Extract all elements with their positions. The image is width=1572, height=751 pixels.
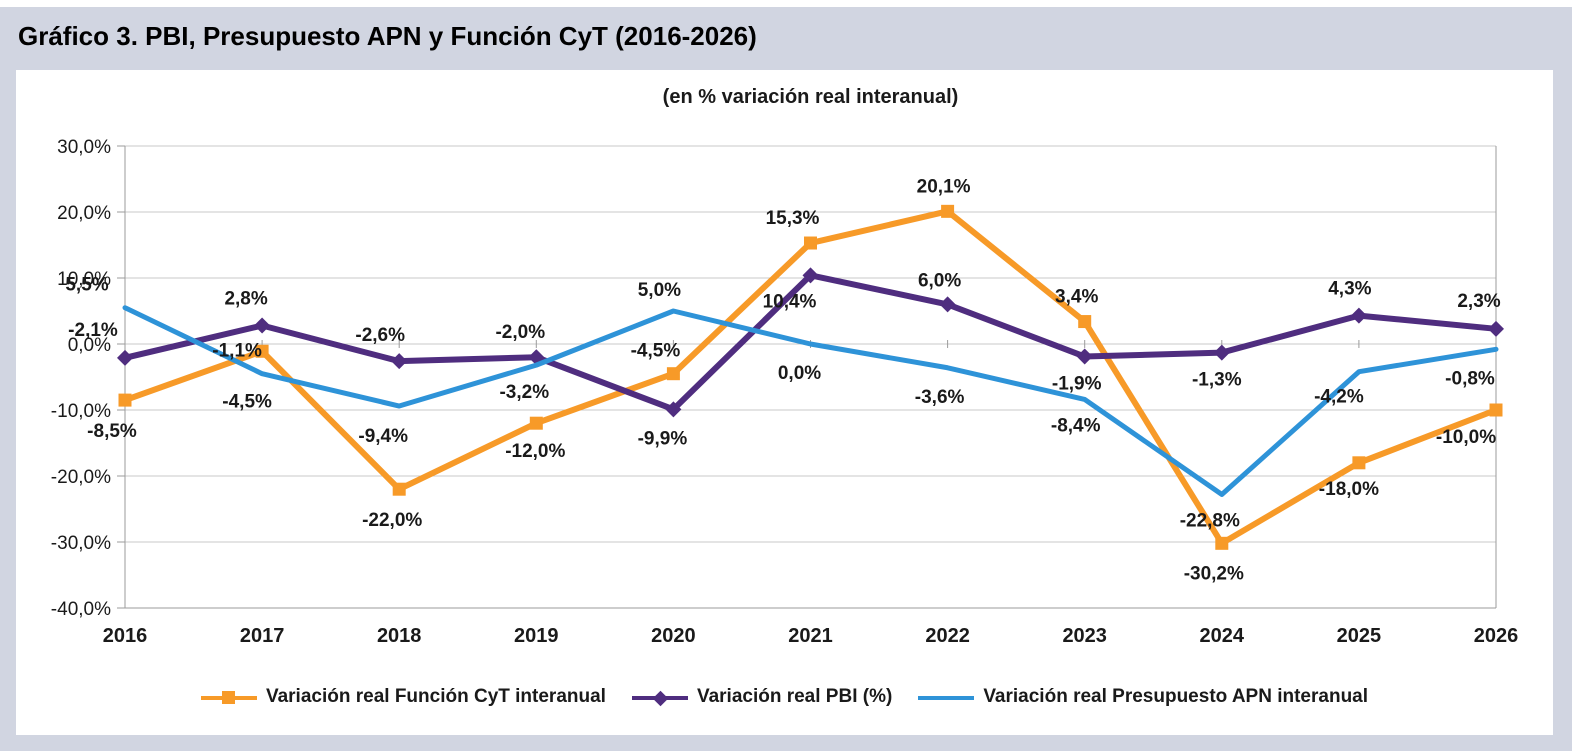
x-axis-tick-label: 2021 [788,625,833,647]
y-axis-tick-label: -40,0% [51,599,111,620]
data-point-marker [529,416,543,430]
data-label: -9,4% [358,426,408,447]
data-label: 3,4% [1055,287,1098,308]
data-point-marker [665,401,682,418]
legend-item-2: Variación real Presupuesto APN interanua… [918,686,1368,708]
data-point-marker [1078,315,1092,329]
data-point-marker [1489,403,1503,417]
data-label: -3,2% [499,382,549,403]
x-axis-tick-label: 2018 [377,625,422,647]
x-axis-tick-label: 2022 [925,625,970,647]
data-label: 2,8% [224,289,267,310]
legend-label: Variación real Función CyT interanual [265,686,606,707]
chart-subtitle: (en % variación real interanual) [662,86,959,108]
data-label: 2,3% [1457,291,1500,312]
data-label: -8,4% [1051,415,1101,436]
data-label: -2,0% [495,322,545,343]
data-point-marker [118,393,132,407]
legend-marker-shape [652,690,669,706]
legend-label: Variación real PBI (%) [696,686,893,707]
data-label: -9,9% [638,428,688,449]
data-label: -2,1% [68,320,118,341]
data-point-marker [391,353,408,370]
data-point-marker [255,344,269,358]
y-axis-tick-label: 20,0% [57,203,111,224]
chart-panel: (en % variación real interanual) 30,0% 20… [16,70,1553,735]
data-label: -1,1% [212,340,262,361]
data-point-marker [1352,456,1366,470]
data-point-marker [1213,344,1230,361]
data-label: -1,3% [1192,370,1242,391]
legend-item-0: Variación real Función CyT interanual [200,686,606,708]
legend-label: Variación real Presupuesto APN interanua… [983,686,1369,707]
data-label: 5,0% [638,280,681,301]
legend-marker-shape [221,690,235,704]
data-label: -30,2% [1184,563,1244,584]
data-point-marker [1076,348,1093,365]
data-label: -8,5% [87,421,137,442]
data-point-marker [254,317,271,334]
data-point-marker [804,236,817,250]
series-line-2 [122,305,1499,497]
x-axis-tick-label: 2019 [514,625,559,647]
chart-legend: Variación real Función CyT interanual Var… [16,686,1553,708]
data-label: -4,2% [1314,387,1364,408]
data-label: -4,5% [631,341,681,362]
y-axis-tick-label: -20,0% [51,467,111,488]
data-label: 15,3% [766,208,820,229]
data-label: -12,0% [505,441,565,462]
data-point-marker [666,367,680,381]
y-axis-tick-label: 10,0% [57,269,111,290]
data-point-marker [802,267,819,284]
data-label: 6,0% [918,270,961,291]
legend-line [918,695,975,700]
y-axis-tick-label: -10,0% [51,401,111,422]
data-label: -4,5% [222,392,272,413]
data-point-marker [117,349,133,366]
chart-title: Gráfico 3. PBI, Presupuesto APN y Funció… [18,21,757,51]
data-point-marker [939,296,956,313]
legend-marker-diamond-icon [631,690,688,706]
data-label: -2,6% [355,325,405,346]
data-point-marker [1350,307,1367,324]
x-axis-tick-label: 2026 [1474,625,1519,647]
data-label: -10,0% [1436,427,1496,448]
x-axis-tick-label: 2017 [240,625,285,647]
data-label: 10,4% [763,291,817,312]
x-axis-tick-label: 2020 [651,625,696,647]
legend-item-1: Variación real PBI (%) [631,686,893,708]
y-axis-tick-label: 30,0% [57,137,111,158]
x-axis-tick-label: 2024 [1200,625,1245,647]
data-label: 20,1% [917,176,971,197]
data-point-marker [941,204,955,218]
data-label: 0,0% [778,363,821,384]
legend-marker-none-icon [918,690,975,705]
data-point-marker [392,482,406,496]
x-axis-tick-label: 2025 [1337,625,1382,647]
x-axis-tick-label: 2016 [103,625,148,647]
data-label: -22,8% [1180,510,1240,531]
data-label: 5,5% [65,275,108,296]
data-label: -0,8% [1445,368,1495,389]
y-axis-tick-label: 0,0% [68,335,111,356]
chart-canvas: 30,0% 20,0% 10,0% 0,0% -10,0% -20,0% -30,0% -40… [51,137,1519,647]
data-label: 4,3% [1328,279,1371,300]
legend-marker-square-icon [200,690,257,705]
data-point-marker [1488,320,1504,337]
data-label: -18,0% [1319,479,1379,500]
data-point-marker [1215,536,1229,550]
data-label: -1,9% [1052,374,1102,395]
data-label: -22,0% [362,510,422,531]
y-axis-tick-label: -30,0% [51,533,111,554]
x-axis-tick-label: 2023 [1062,625,1107,647]
data-label: -3,6% [915,387,965,408]
